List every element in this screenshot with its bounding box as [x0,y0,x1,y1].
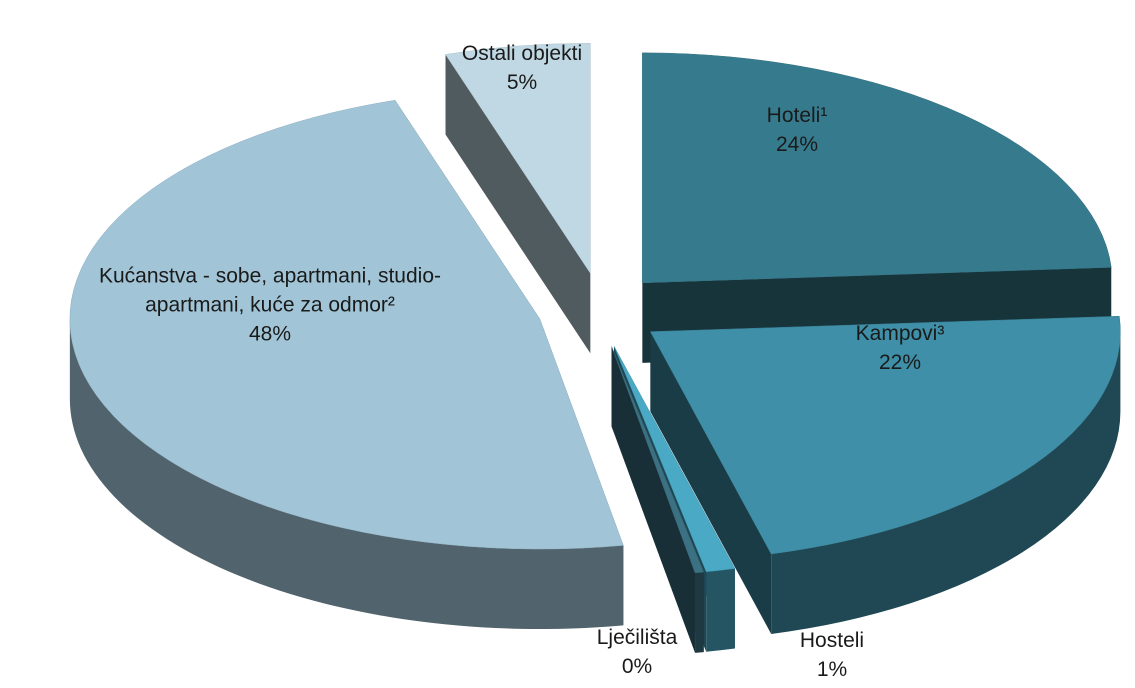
slice [69,99,624,550]
value-label: 24% [775,133,819,156]
slice [649,315,1121,555]
value-label: 5% [506,71,538,94]
category-name: Hosteli [799,629,865,652]
slice-side [771,331,1121,634]
slice-label: Kampovi³ 22% [800,319,1000,377]
slice [642,52,1112,284]
category-name: Kampovi³ [855,322,945,345]
slice-label: Ostali objekti 5% [422,39,622,97]
slice-wall [650,331,772,634]
slice-label: Lječilišta 0% [562,623,712,681]
slice [613,346,736,573]
slice-wall [611,346,696,653]
slice-label: Hosteli 1% [757,626,907,684]
category-name: Kućanstva - sobe, apartmani, studio-apar… [98,264,441,317]
slice [445,43,591,275]
value-label: 0% [621,655,653,678]
slice-label: Hoteli¹ 24% [697,101,897,159]
slice [611,346,705,574]
slice-label: Kućanstva - sobe, apartmani, studio-apar… [70,262,470,349]
value-label: 1% [816,658,848,681]
value-label: 48% [248,322,292,346]
value-label: 22% [878,351,922,374]
category-name: Ostali objekti [461,42,583,65]
slice-side [695,572,704,653]
category-name: Lječilišta [596,626,678,649]
category-name: Hoteli¹ [766,104,828,127]
slice-wall [445,54,591,354]
slice-side [706,568,735,652]
slice-side [69,319,624,630]
